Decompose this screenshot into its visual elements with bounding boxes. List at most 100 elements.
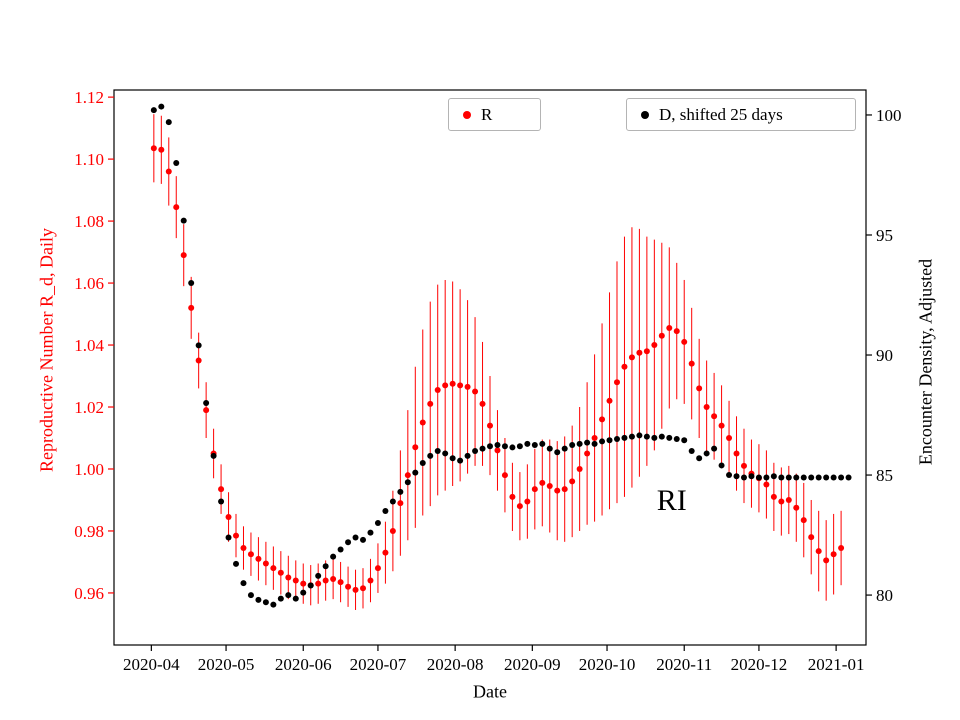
data-point [606, 397, 613, 404]
data-point [412, 444, 419, 451]
data-point [457, 457, 464, 464]
data-point [457, 382, 464, 389]
x-tick-label: 2020-08 [427, 655, 484, 674]
data-point [412, 469, 419, 476]
data-point [621, 434, 628, 441]
data-point [487, 422, 493, 429]
data-point [703, 404, 710, 411]
data-point [696, 455, 703, 462]
y-right-tick-label: 80 [876, 586, 893, 605]
data-point [434, 448, 441, 455]
data-point [785, 496, 792, 503]
data-point [240, 545, 247, 552]
data-point [673, 328, 680, 335]
data-point [613, 379, 620, 386]
data-point [666, 324, 673, 331]
data-point [397, 500, 404, 507]
data-point [188, 304, 195, 311]
data-point [218, 486, 225, 493]
y-right-tick-label: 85 [876, 466, 893, 485]
y-left-tick-label: 1.10 [74, 150, 104, 169]
series-d-shifted [150, 103, 852, 608]
data-point [778, 498, 785, 505]
data-point [539, 479, 546, 486]
data-point [300, 589, 307, 596]
data-point [180, 252, 187, 259]
data-point [569, 442, 576, 449]
legend-d-shifted: D, shifted 25 days [626, 98, 856, 131]
y-left-tick-label: 1.00 [74, 460, 104, 479]
data-point [240, 580, 247, 587]
data-point [233, 532, 240, 539]
data-point [733, 473, 740, 480]
data-point [726, 434, 733, 441]
data-point [838, 545, 845, 552]
legend-label-r: R [481, 104, 493, 124]
data-point [815, 548, 822, 555]
data-point [509, 493, 516, 500]
data-point [636, 432, 643, 439]
data-point [599, 416, 606, 423]
data-point [613, 436, 620, 443]
data-point [643, 433, 650, 440]
data-point [367, 577, 374, 584]
data-point [681, 338, 688, 345]
data-point [554, 449, 561, 456]
data-point [188, 280, 195, 287]
data-point [546, 483, 553, 490]
data-point [718, 462, 725, 469]
data-point [524, 498, 531, 505]
x-tick-label: 2020-07 [350, 655, 407, 674]
left-y-axis-label: Reproductive Number R_d, Daily [36, 228, 57, 472]
y-left-tick-label: 0.98 [74, 522, 104, 541]
data-point [763, 481, 770, 488]
legend-r: R [448, 98, 541, 131]
data-point [464, 452, 471, 459]
data-point [793, 504, 800, 511]
data-point [591, 440, 598, 447]
data-point [180, 217, 187, 224]
data-point [628, 354, 635, 361]
data-point [262, 599, 269, 606]
y-left-tick-label: 0.96 [74, 584, 104, 603]
data-point [823, 557, 830, 564]
data-point [531, 486, 538, 493]
data-point [419, 419, 426, 426]
data-point [427, 400, 434, 407]
data-point [397, 488, 404, 495]
data-point [748, 473, 755, 480]
data-point [524, 440, 531, 447]
data-point [345, 539, 352, 546]
data-point [599, 438, 606, 445]
data-point [262, 560, 269, 567]
data-point [726, 472, 733, 479]
data-point [352, 586, 359, 593]
data-point [464, 383, 471, 390]
data-point [360, 585, 367, 592]
x-tick-label: 2020-05 [198, 655, 255, 674]
data-point [337, 546, 344, 553]
data-point [322, 577, 329, 584]
data-point [382, 549, 389, 556]
data-point [561, 486, 568, 493]
data-point [270, 601, 277, 608]
data-point [681, 437, 688, 444]
data-point [255, 596, 262, 603]
data-point [703, 450, 710, 457]
data-point [823, 474, 830, 481]
data-point [337, 579, 344, 586]
data-point [516, 503, 523, 510]
data-point [711, 413, 718, 420]
x-axis-label: Date [473, 681, 507, 702]
data-point [449, 380, 456, 387]
y-left-tick-label: 1.12 [74, 88, 104, 107]
data-point [404, 479, 411, 486]
data-point [158, 146, 165, 153]
data-point [292, 577, 299, 584]
data-point [711, 445, 718, 452]
data-point [487, 443, 493, 450]
data-point [740, 474, 747, 481]
data-point [419, 460, 426, 467]
x-tick-label: 2021-01 [808, 655, 865, 674]
data-point [158, 103, 165, 110]
